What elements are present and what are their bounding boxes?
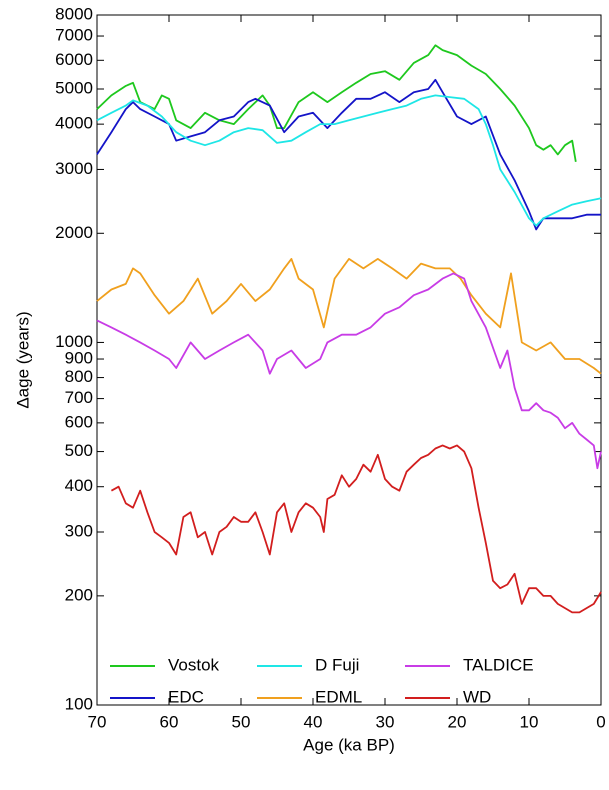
legend-label: EDC	[168, 687, 204, 706]
y-axis-label: Δage (years)	[13, 311, 32, 408]
series-line	[96, 272, 602, 470]
y-tick-label: 4000	[55, 114, 93, 133]
y-tick-label: 8000	[55, 4, 93, 23]
x-tick-label: 30	[376, 712, 395, 731]
y-tick-label: 400	[65, 476, 93, 495]
series-line	[110, 444, 602, 614]
y-tick-label: 5000	[55, 78, 93, 97]
series-line	[96, 258, 602, 375]
y-tick-label: 600	[65, 412, 93, 431]
legend-label: D Fuji	[315, 655, 359, 674]
x-tick-label: 50	[232, 712, 251, 731]
series-line	[96, 44, 577, 162]
y-tick-label: 900	[65, 349, 93, 368]
y-tick-label: 2000	[55, 223, 93, 242]
x-tick-label: 70	[88, 712, 107, 731]
y-tick-label: 700	[65, 388, 93, 407]
y-tick-label: 3000	[55, 159, 93, 178]
y-tick-label: 300	[65, 521, 93, 540]
x-tick-label: 0	[596, 712, 605, 731]
x-tick-label: 20	[448, 712, 467, 731]
x-tick-label: 40	[304, 712, 323, 731]
y-tick-label: 100	[65, 694, 93, 713]
y-tick-label: 200	[65, 585, 93, 604]
legend-label: EDML	[315, 687, 362, 706]
series-line	[96, 94, 602, 227]
x-tick-label: 10	[520, 712, 539, 731]
legend-label: WD	[463, 687, 491, 706]
legend-label: TALDICE	[463, 655, 534, 674]
x-tick-label: 60	[160, 712, 179, 731]
y-tick-label: 6000	[55, 50, 93, 69]
y-tick-label: 500	[65, 441, 93, 460]
y-tick-label: 800	[65, 367, 93, 386]
series-line	[96, 78, 601, 231]
y-tick-label: 7000	[55, 26, 93, 45]
legend-label: Vostok	[168, 655, 220, 674]
y-tick-label: 1000	[55, 332, 93, 351]
x-axis-label: Age (ka BP)	[303, 735, 395, 754]
plot-frame	[96, 14, 602, 706]
